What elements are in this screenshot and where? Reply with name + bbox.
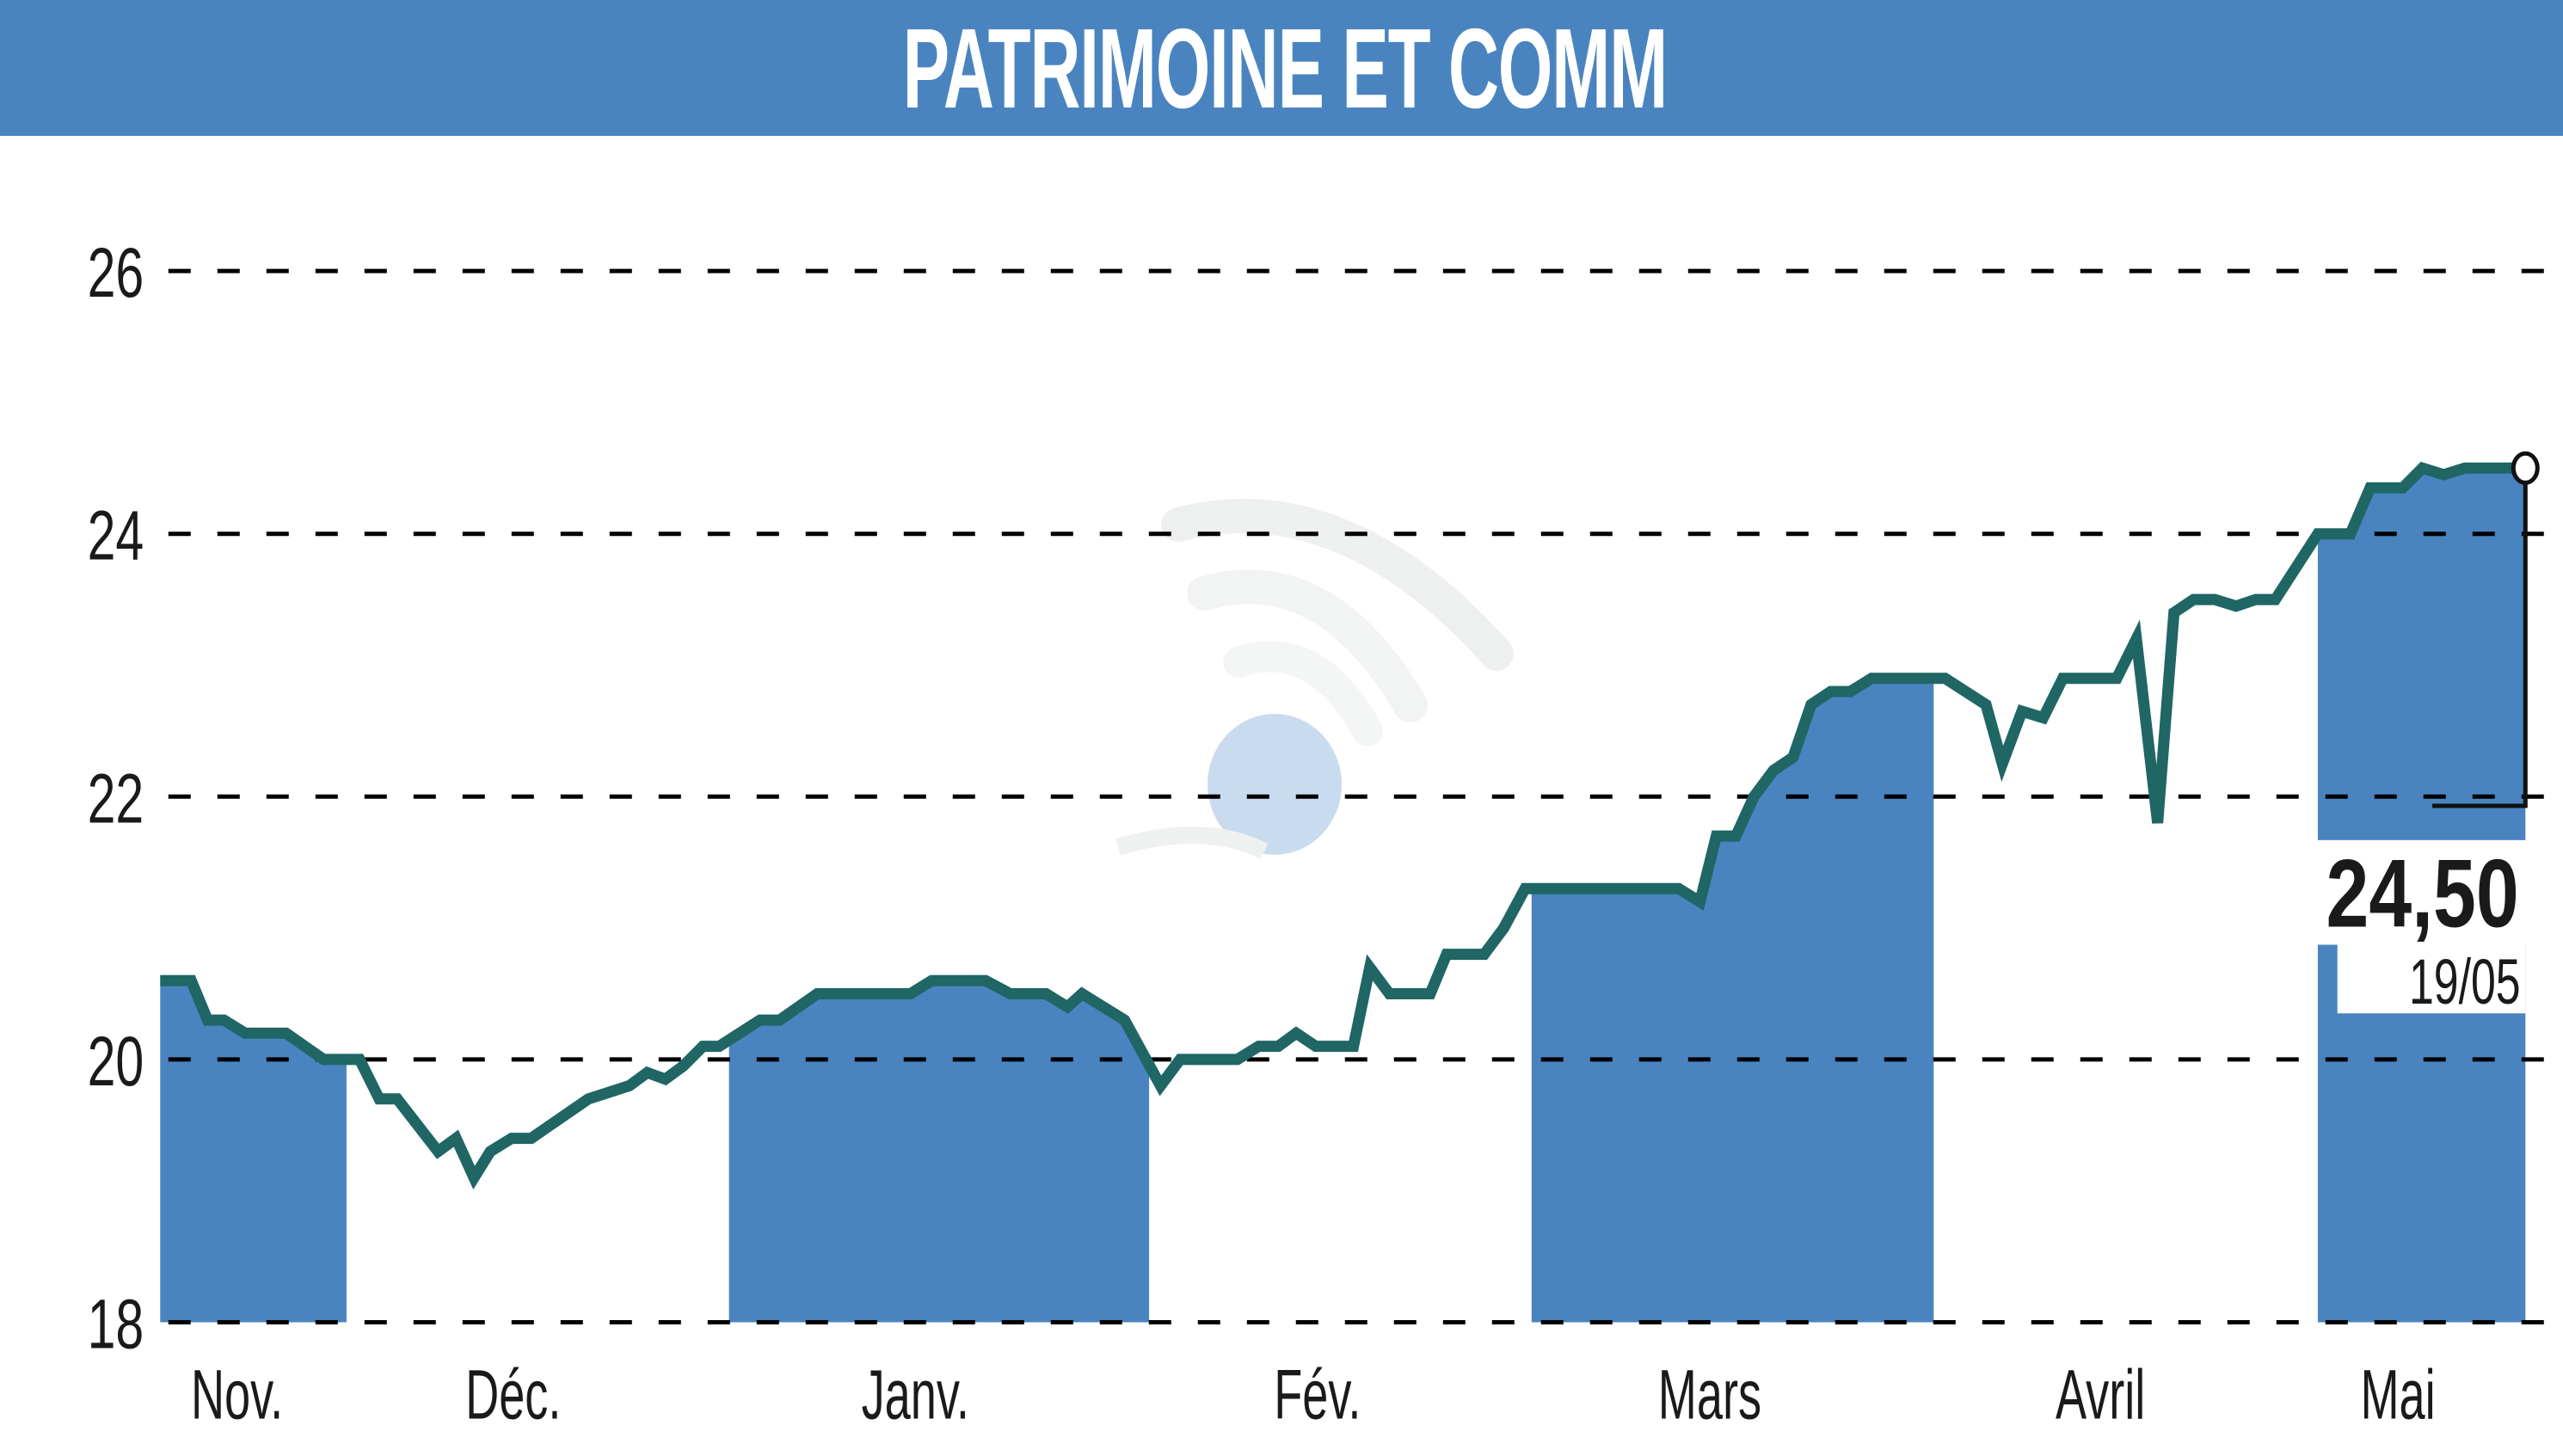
svg-text:24: 24 bbox=[88, 496, 144, 575]
svg-text:Janv.: Janv. bbox=[862, 1355, 969, 1434]
svg-text:26: 26 bbox=[88, 234, 144, 313]
grid-lines bbox=[168, 268, 2563, 1325]
svg-text:24,50: 24,50 bbox=[2326, 840, 2518, 948]
svg-text:22: 22 bbox=[88, 759, 144, 839]
month-bands bbox=[160, 473, 2526, 1323]
x-axis-labels: Nov. Déc. Janv. Fév. Mars Avril Mai bbox=[191, 1355, 2436, 1434]
svg-text:Déc.: Déc. bbox=[465, 1355, 561, 1434]
svg-text:Fév.: Fév. bbox=[1274, 1355, 1361, 1434]
svg-text:18: 18 bbox=[88, 1285, 144, 1364]
svg-text:Mars: Mars bbox=[1658, 1355, 1761, 1434]
svg-text:20: 20 bbox=[88, 1022, 144, 1101]
svg-text:Mai: Mai bbox=[2360, 1355, 2435, 1434]
svg-text:Avril: Avril bbox=[2056, 1355, 2145, 1434]
svg-text:19/05: 19/05 bbox=[2409, 946, 2521, 1017]
title-bar bbox=[0, 0, 2563, 136]
y-axis-labels: 18 20 22 24 26 bbox=[88, 234, 144, 1364]
band-Janv. bbox=[728, 986, 1150, 1323]
chart-title: PATRIMOINE ET COMM bbox=[902, 4, 1669, 132]
last-price-marker bbox=[2431, 451, 2540, 808]
wifi-globe-logo-icon bbox=[1116, 499, 1514, 860]
svg-text:Nov.: Nov. bbox=[191, 1355, 283, 1434]
price-line bbox=[160, 461, 2526, 1190]
band-Nov. bbox=[160, 986, 347, 1323]
band-Mars bbox=[1531, 683, 1934, 1323]
